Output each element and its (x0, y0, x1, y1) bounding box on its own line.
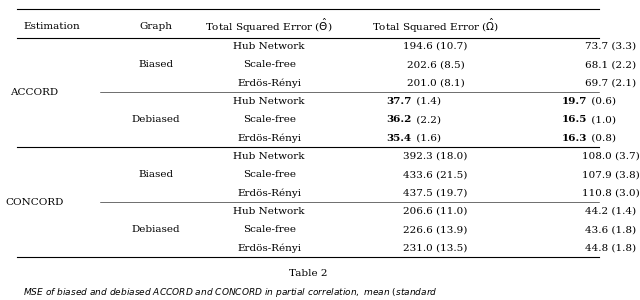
Text: Hub Network: Hub Network (234, 42, 305, 51)
Text: 36.2: 36.2 (387, 115, 412, 124)
Text: 108.0 (3.7): 108.0 (3.7) (582, 152, 639, 161)
Text: 107.9 (3.8): 107.9 (3.8) (582, 170, 639, 179)
Text: Graph: Graph (140, 22, 173, 31)
Text: 19.7: 19.7 (561, 97, 587, 106)
Text: 68.1 (2.2): 68.1 (2.2) (585, 60, 636, 69)
Text: 110.8 (3.0): 110.8 (3.0) (582, 189, 639, 198)
Text: Scale-free: Scale-free (243, 115, 296, 124)
Text: 433.6 (21.5): 433.6 (21.5) (403, 170, 468, 179)
Text: 43.6 (1.8): 43.6 (1.8) (585, 225, 636, 234)
Text: 16.3: 16.3 (561, 134, 587, 142)
Text: 73.7 (3.3): 73.7 (3.3) (585, 42, 636, 51)
Text: Erdös-Rényi: Erdös-Rényi (237, 243, 301, 253)
Text: 226.6 (13.9): 226.6 (13.9) (403, 225, 468, 234)
Text: Erdös-Rényi: Erdös-Rényi (237, 78, 301, 88)
Text: Scale-free: Scale-free (243, 60, 296, 69)
Text: (1.0): (1.0) (588, 115, 616, 124)
Text: (2.2): (2.2) (413, 115, 441, 124)
Text: (1.6): (1.6) (413, 134, 441, 142)
Text: (0.6): (0.6) (588, 97, 616, 106)
Text: (1.4): (1.4) (413, 97, 441, 106)
Text: Hub Network: Hub Network (234, 152, 305, 161)
Text: (0.8): (0.8) (588, 134, 616, 142)
Text: Hub Network: Hub Network (234, 97, 305, 106)
Text: Scale-free: Scale-free (243, 170, 296, 179)
Text: Total Squared Error ($\hat{\Theta}$): Total Squared Error ($\hat{\Theta}$) (205, 17, 333, 35)
Text: Estimation: Estimation (24, 22, 81, 31)
Text: 44.2 (1.4): 44.2 (1.4) (585, 207, 636, 216)
Text: Debiased: Debiased (132, 115, 180, 124)
Text: CONCORD: CONCORD (5, 198, 64, 207)
Text: 392.3 (18.0): 392.3 (18.0) (403, 152, 468, 161)
Text: 202.6 (8.5): 202.6 (8.5) (406, 60, 465, 69)
Text: Total Squared Error ($\hat{\Omega}$): Total Squared Error ($\hat{\Omega}$) (372, 17, 499, 35)
Text: Debiased: Debiased (132, 225, 180, 234)
Text: 437.5 (19.7): 437.5 (19.7) (403, 189, 468, 198)
Text: Biased: Biased (139, 60, 174, 69)
Text: 35.4: 35.4 (387, 134, 412, 142)
Text: Table 2: Table 2 (289, 269, 327, 278)
Text: 44.8 (1.8): 44.8 (1.8) (585, 244, 636, 253)
Text: Biased: Biased (139, 170, 174, 179)
Text: 37.7: 37.7 (387, 97, 412, 106)
Text: 69.7 (2.1): 69.7 (2.1) (585, 79, 636, 88)
Text: $\it{MSE\ of\ biased\ and\ debiased\ ACCORD\ and\ CONCORD\ in\ partial\ correlat: $\it{MSE\ of\ biased\ and\ debiased\ ACC… (22, 286, 437, 298)
Text: Hub Network: Hub Network (234, 207, 305, 216)
Text: 231.0 (13.5): 231.0 (13.5) (403, 244, 468, 253)
Text: 201.0 (8.1): 201.0 (8.1) (406, 79, 465, 88)
Text: ACCORD: ACCORD (10, 88, 59, 97)
Text: 16.5: 16.5 (561, 115, 587, 124)
Text: Erdös-Rényi: Erdös-Rényi (237, 133, 301, 143)
Text: Scale-free: Scale-free (243, 225, 296, 234)
Text: Erdös-Rényi: Erdös-Rényi (237, 188, 301, 198)
Text: 206.6 (11.0): 206.6 (11.0) (403, 207, 468, 216)
Text: 194.6 (10.7): 194.6 (10.7) (403, 42, 468, 51)
